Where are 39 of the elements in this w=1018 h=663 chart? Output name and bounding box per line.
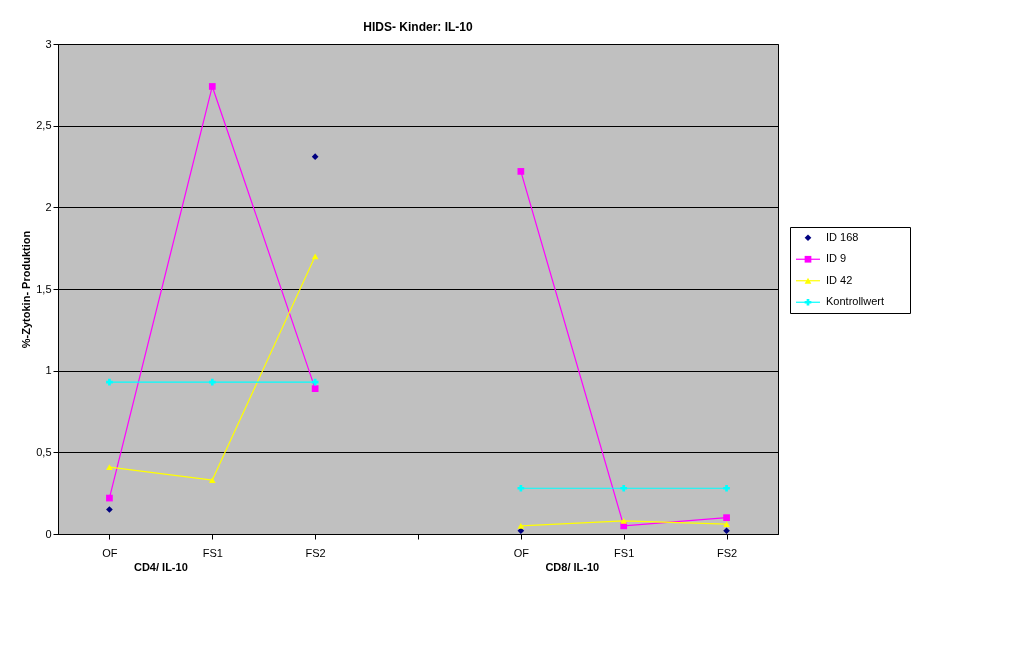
point <box>106 378 113 386</box>
point <box>106 464 113 470</box>
y-tick-label: 2,5 <box>36 119 52 132</box>
point <box>620 484 628 492</box>
x-tick-label: FS1 <box>202 546 223 559</box>
legend-label: ID 9 <box>826 252 847 265</box>
point <box>620 518 628 524</box>
legend-label: ID 42 <box>826 273 853 286</box>
y-tick-label: 1 <box>45 364 52 377</box>
legend-label: Kontrollwert <box>826 295 885 308</box>
y-tick-label: 0 <box>45 527 52 540</box>
x-tick-label: FS2 <box>716 546 738 559</box>
text: CD4/ IL-10 <box>133 561 188 573</box>
legend-label: ID 168 <box>826 230 859 243</box>
text: CD8/ IL-10 <box>545 561 600 573</box>
point <box>311 153 319 161</box>
y-tick-label: 3 <box>45 37 52 50</box>
point <box>517 484 525 492</box>
point <box>517 522 525 529</box>
y-axis-title: %-Zytokin- Produktion <box>20 230 33 349</box>
y-tick-label: 1,5 <box>36 282 52 295</box>
point <box>311 385 319 392</box>
chart-title: HIDS- Kinder: IL-10 <box>363 20 473 34</box>
point <box>723 514 730 522</box>
point <box>723 484 730 492</box>
x-tick-label: FS1 <box>614 546 635 559</box>
x-tick-label: OF <box>102 546 118 559</box>
x-tick-label: FS2 <box>305 546 326 559</box>
y-tick-label: 0,5 <box>36 445 52 458</box>
point <box>208 378 216 386</box>
point <box>208 477 216 484</box>
x-tick-label: OF <box>513 546 530 559</box>
point <box>517 168 525 175</box>
y-tick-label: 2 <box>45 200 52 213</box>
point <box>208 83 216 90</box>
point <box>723 527 730 535</box>
point <box>106 506 113 513</box>
point <box>723 521 730 528</box>
point <box>106 494 113 502</box>
